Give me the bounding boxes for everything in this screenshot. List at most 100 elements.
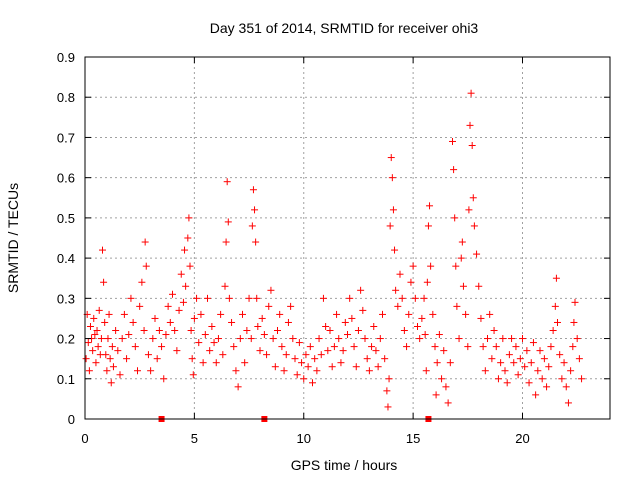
data-point (432, 391, 440, 399)
data-point (464, 343, 472, 351)
data-point (140, 327, 148, 335)
data-point (99, 246, 106, 254)
data-point (282, 351, 290, 359)
data-point (197, 310, 205, 318)
data-point (569, 343, 577, 351)
data-point (258, 314, 266, 322)
data-point (144, 351, 152, 359)
data-point (501, 367, 509, 375)
data-point (162, 331, 170, 339)
data-point (330, 343, 338, 351)
data-point (82, 355, 90, 363)
data-point (416, 335, 424, 343)
data-point (465, 206, 473, 214)
data-point (431, 343, 439, 351)
data-point (164, 302, 172, 310)
data-point (532, 391, 540, 399)
data-point (319, 294, 327, 302)
data-point (269, 335, 277, 343)
data-point (451, 214, 459, 222)
data-point (173, 347, 181, 355)
data-point (236, 335, 244, 343)
data-point (335, 335, 343, 343)
data-point (155, 327, 163, 335)
y-tick-label: 0.9 (57, 50, 75, 65)
data-point (424, 222, 432, 230)
data-point (578, 375, 586, 383)
data-point (247, 335, 255, 343)
data-point (481, 367, 489, 375)
data-point (123, 355, 131, 363)
data-point (254, 322, 262, 330)
data-point (357, 286, 365, 294)
data-point (263, 351, 271, 359)
data-point (141, 238, 149, 246)
data-point (529, 339, 537, 347)
data-point (556, 351, 564, 359)
data-point (313, 367, 321, 375)
data-point (510, 359, 518, 367)
data-point (503, 379, 511, 387)
data-point (534, 367, 542, 375)
data-point (490, 327, 498, 335)
data-point (177, 270, 185, 278)
data-point (567, 367, 575, 375)
data-point (455, 335, 463, 343)
data-point (225, 294, 233, 302)
data-point (385, 375, 393, 383)
data-point (429, 310, 437, 318)
data-point (267, 286, 275, 294)
data-point (295, 339, 303, 347)
data-point (494, 375, 502, 383)
data-point (249, 186, 257, 194)
data-point (387, 154, 395, 162)
data-point (473, 250, 481, 258)
chart-title: Day 351 of 2014, SRMTID for receiver ohi… (210, 20, 479, 36)
data-point (232, 367, 240, 375)
data-point (206, 347, 214, 355)
data-point (418, 314, 426, 322)
data-point (228, 318, 236, 326)
data-point (184, 234, 192, 242)
data-point (221, 282, 229, 290)
data-point (189, 371, 197, 379)
data-point (484, 335, 491, 343)
data-point (467, 89, 475, 97)
data-point (169, 290, 176, 298)
data-point (271, 363, 279, 371)
data-point (112, 327, 120, 335)
data-point (374, 363, 382, 371)
data-point (462, 310, 470, 318)
data-point (208, 322, 216, 330)
data-point (508, 335, 516, 343)
data-point (488, 355, 496, 363)
data-point (479, 343, 487, 351)
data-point (136, 302, 144, 310)
data-point (204, 294, 211, 302)
data-point (383, 387, 391, 395)
x-tick-label: 15 (406, 431, 420, 446)
data-point (403, 343, 411, 351)
data-point (538, 375, 546, 383)
data-point (554, 318, 561, 326)
data-point (182, 282, 190, 290)
data-point (280, 367, 288, 375)
data-point (260, 331, 268, 339)
data-point (245, 294, 253, 302)
data-point (365, 367, 373, 375)
data-point (190, 314, 198, 322)
data-point (458, 238, 466, 246)
data-point (181, 246, 189, 254)
data-point (134, 367, 141, 375)
data-point (251, 206, 259, 214)
y-tick-label: 0 (68, 412, 75, 427)
data-point (400, 327, 408, 335)
data-point (389, 206, 397, 214)
data-point (361, 335, 369, 343)
data-point (468, 141, 476, 149)
data-point (187, 327, 195, 335)
data-point (153, 355, 161, 363)
data-point (575, 355, 583, 363)
data-point (411, 294, 419, 302)
